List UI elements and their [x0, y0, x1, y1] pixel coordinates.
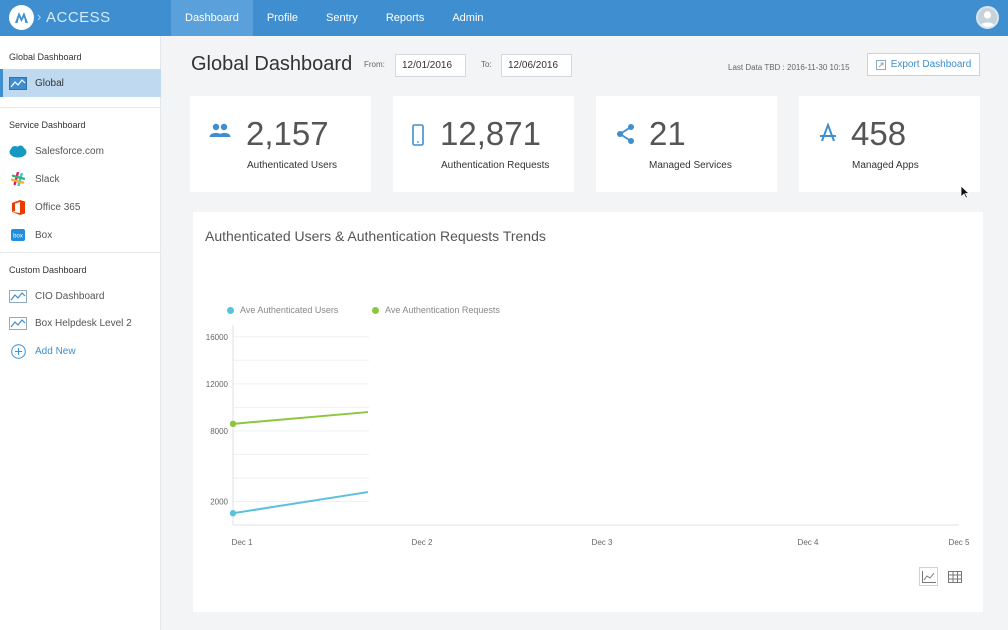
legend-users[interactable]: Ave Authenticated Users	[227, 305, 338, 315]
chart-title: Authenticated Users & Authentication Req…	[205, 228, 546, 244]
nav-profile[interactable]: Profile	[266, 12, 299, 24]
users-icon	[209, 123, 231, 142]
x-tick-label: Dec 3	[592, 538, 613, 547]
x-tick-label: Dec 2	[412, 538, 433, 547]
stat-card-services[interactable]: 21 Managed Services	[596, 96, 777, 192]
sidebar-item-office365[interactable]: Office 365	[0, 193, 161, 221]
office365-icon	[9, 199, 27, 215]
sidebar-section-custom: Custom Dashboard	[9, 265, 87, 275]
sidebar-item-global[interactable]: Global	[0, 69, 161, 97]
stat-card-users[interactable]: 2,157 Authenticated Users	[190, 96, 371, 192]
sidebar-item-label: Global	[35, 77, 64, 89]
nav-sentry[interactable]: Sentry	[326, 12, 358, 24]
stat-label: Authenticated Users	[247, 160, 338, 171]
line-chart-icon	[921, 570, 936, 583]
sidebar-item-label: Office 365	[35, 201, 81, 213]
x-tick-label: Dec 5	[949, 538, 970, 547]
trends-chart: 2000 8000 12000 16000 Dec 1 Dec 2 Dec 3 Dec 4 De…	[206, 325, 970, 547]
sidebar-divider	[0, 107, 161, 108]
sidebar-item-salesforce[interactable]: Salesforce.com	[0, 137, 161, 165]
sidebar-item-slack[interactable]: Slack	[0, 165, 161, 193]
sidebar-divider	[0, 252, 161, 253]
from-label: From:	[364, 60, 385, 69]
nav-dashboard[interactable]: Dashboard	[171, 0, 253, 36]
svg-text:box: box	[13, 234, 23, 240]
legend-dot-users	[227, 306, 234, 314]
legend-label: Ave Authentication Requests	[385, 305, 500, 315]
sidebar-section-global: Global Dashboard	[9, 52, 82, 62]
phone-icon	[412, 124, 424, 151]
x-tick-label: Dec 1	[232, 538, 253, 547]
legend-requests[interactable]: Ave Authentication Requests	[372, 305, 500, 315]
sidebar-item-label: Box	[35, 229, 53, 241]
grid-icon	[947, 570, 962, 583]
chart-icon	[9, 289, 27, 303]
user-avatar-icon[interactable]	[976, 6, 999, 29]
add-new-label: Add New	[35, 345, 76, 357]
line-chart-view-button[interactable]	[919, 567, 938, 586]
sidebar-item-box[interactable]: box Box	[0, 221, 161, 249]
x-tick-label: Dec 4	[798, 538, 819, 547]
add-new-button[interactable]: Add New	[0, 337, 161, 365]
legend-label: Ave Authenticated Users	[240, 305, 339, 315]
main-nav: Dashboard Profile Sentry Reports Admin	[171, 0, 498, 36]
box-icon: box	[9, 228, 27, 242]
last-data-timestamp: Last Data TBD : 2016-11-30 10:15	[728, 63, 850, 72]
sidebar-item-label: Slack	[35, 173, 60, 185]
series-line-0	[232, 491, 369, 515]
plus-circle-icon	[9, 343, 27, 359]
export-icon	[875, 59, 886, 70]
stat-value: 12,871	[440, 115, 541, 152]
from-date-input[interactable]: 12/01/2016	[395, 54, 466, 77]
chart-icon	[9, 316, 27, 330]
sidebar: Global Dashboard Global Service Dashboar…	[0, 36, 161, 630]
stat-value: 2,157	[246, 115, 329, 152]
brand-name: ACCESS	[46, 9, 111, 26]
y-tick-label: 2000	[210, 497, 228, 506]
stat-card-apps[interactable]: 458 Managed Apps	[799, 96, 980, 192]
logo-icon[interactable]	[9, 5, 34, 30]
page-title: Global Dashboard	[191, 53, 353, 75]
apps-icon	[819, 122, 837, 148]
nav-admin[interactable]: Admin	[452, 12, 484, 24]
stat-label: Authentication Requests	[441, 160, 550, 171]
sidebar-item-label: Salesforce.com	[35, 145, 104, 157]
sidebar-section-service: Service Dashboard	[9, 120, 86, 130]
to-label: To:	[481, 60, 492, 69]
top-bar: › ACCESS Dashboard Profile Sentry Report…	[0, 0, 1008, 36]
y-tick-label: 16000	[206, 333, 229, 342]
table-view-button[interactable]	[945, 567, 964, 586]
brand-separator: ›	[37, 9, 42, 24]
export-label: Export Dashboard	[890, 59, 972, 70]
sidebar-item-label: Box Helpdesk Level 2	[35, 317, 132, 329]
series-point-0	[229, 510, 237, 517]
mouse-cursor-icon	[960, 185, 971, 204]
trends-chart-panel: Authenticated Users & Authentication Req…	[193, 212, 983, 612]
y-tick-label: 12000	[206, 380, 229, 389]
stat-label: Managed Services	[649, 160, 732, 171]
share-icon	[616, 123, 636, 150]
salesforce-icon	[9, 144, 27, 158]
stat-value: 458	[851, 115, 907, 152]
export-dashboard-button[interactable]: Export Dashboard	[867, 53, 980, 76]
stat-card-requests[interactable]: 12,871 Authentication Requests	[393, 96, 574, 192]
series-point-1	[229, 420, 237, 428]
sidebar-item-label: CIO Dashboard	[35, 290, 105, 302]
series-line-1	[232, 411, 369, 425]
to-date-input[interactable]: 12/06/2016	[501, 54, 572, 77]
legend-dot-requests	[372, 306, 379, 314]
nav-reports[interactable]: Reports	[385, 12, 425, 24]
stat-value: 21	[649, 115, 686, 152]
slack-icon	[9, 172, 27, 186]
sidebar-item-cio-dashboard[interactable]: CIO Dashboard	[0, 282, 161, 310]
y-tick-label: 8000	[210, 427, 228, 436]
sidebar-item-box-helpdesk[interactable]: Box Helpdesk Level 2	[0, 309, 161, 337]
chart-icon	[9, 76, 27, 90]
stat-label: Managed Apps	[852, 160, 919, 171]
